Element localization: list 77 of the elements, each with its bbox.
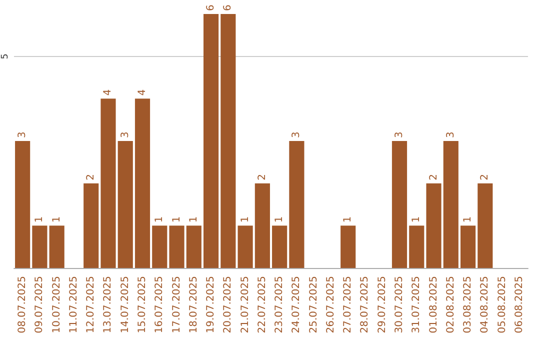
data-label: 4 [137, 89, 148, 96]
data-label: 1 [411, 216, 422, 223]
x-tick-label: 10.07.2025 [51, 276, 62, 334]
x-tick-label: 20.07.2025 [222, 276, 234, 334]
x-tick-label: 22.07.2025 [256, 276, 268, 334]
bar [460, 226, 476, 268]
x-tick-label: 15.07.2025 [137, 276, 148, 334]
x-tick-label: 16.07.2025 [154, 276, 166, 334]
bar [220, 14, 236, 268]
x-tick-label: 14.07.2025 [120, 276, 131, 334]
x-tick-label: 08.07.2025 [17, 276, 28, 334]
x-tick-label: 04.08.2025 [480, 276, 491, 334]
x-tick-label: 25.07.2025 [308, 276, 320, 334]
x-tick-label: 02.08.2025 [445, 276, 456, 334]
x-tick-label: 23.07.2025 [274, 276, 286, 334]
bar [478, 183, 493, 268]
data-label: 1 [274, 216, 286, 223]
bar [254, 183, 270, 268]
data-label: 3 [394, 132, 405, 138]
bar [426, 183, 442, 268]
bar [152, 226, 168, 268]
data-label: 1 [188, 216, 200, 223]
bar [186, 226, 202, 268]
data-label: 3 [120, 132, 131, 138]
data-label: 2 [256, 174, 268, 180]
x-tick-label: 19.07.2025 [206, 276, 217, 334]
x-tick-label: 29.07.2025 [376, 276, 388, 334]
x-tick-label: 28.07.2025 [360, 276, 371, 334]
x-tick-label: 26.07.2025 [325, 276, 336, 334]
data-label: 1 [171, 216, 182, 223]
bar [238, 226, 253, 268]
data-label: 1 [34, 216, 46, 223]
data-label: 1 [462, 216, 474, 223]
bar [272, 226, 288, 268]
bar [118, 141, 133, 268]
bar [49, 226, 64, 268]
x-tick-label: 01.08.2025 [428, 276, 440, 334]
data-label: 3 [445, 132, 456, 138]
bar [100, 98, 116, 268]
x-tick-label: 30.07.2025 [394, 276, 405, 334]
x-tick-label: 18.07.2025 [188, 276, 200, 334]
x-tick-label: 17.07.2025 [171, 276, 182, 334]
data-label: 2 [86, 174, 97, 180]
x-tick-label: 09.07.2025 [34, 276, 46, 334]
bar [84, 183, 99, 268]
bar [340, 226, 356, 268]
bar [15, 141, 30, 268]
x-tick-label: 11.07.2025 [68, 276, 80, 334]
x-tick-label: 13.07.2025 [102, 276, 114, 334]
x-tick-label: 12.07.2025 [86, 276, 97, 334]
data-label: 4 [102, 89, 114, 96]
x-tick-label: 03.08.2025 [462, 276, 474, 334]
y-tick-label: 5 [0, 53, 10, 60]
data-label: 1 [51, 216, 62, 223]
data-label: 3 [17, 132, 28, 138]
bar [169, 226, 184, 268]
x-tick-label: 21.07.2025 [240, 276, 251, 334]
bar [392, 141, 408, 268]
data-label: 1 [240, 216, 251, 223]
x-tick-label: 05.08.2025 [496, 276, 508, 334]
data-label: 3 [291, 132, 302, 138]
data-label: 2 [480, 174, 491, 180]
x-tick-label: 27.07.2025 [342, 276, 354, 334]
x-tick-label: 24.07.2025 [291, 276, 302, 334]
data-label: 2 [428, 174, 440, 180]
x-tick-label: 06.08.2025 [514, 276, 525, 334]
bar [289, 141, 304, 268]
data-label: 1 [154, 216, 166, 223]
data-label: 1 [342, 216, 354, 223]
bar [134, 98, 150, 268]
x-tick-label: 31.07.2025 [411, 276, 422, 334]
bar [409, 226, 424, 268]
data-label: 6 [206, 4, 217, 11]
bar [32, 226, 48, 268]
data-label: 6 [222, 4, 234, 11]
bar [203, 14, 219, 268]
bar [443, 141, 458, 268]
